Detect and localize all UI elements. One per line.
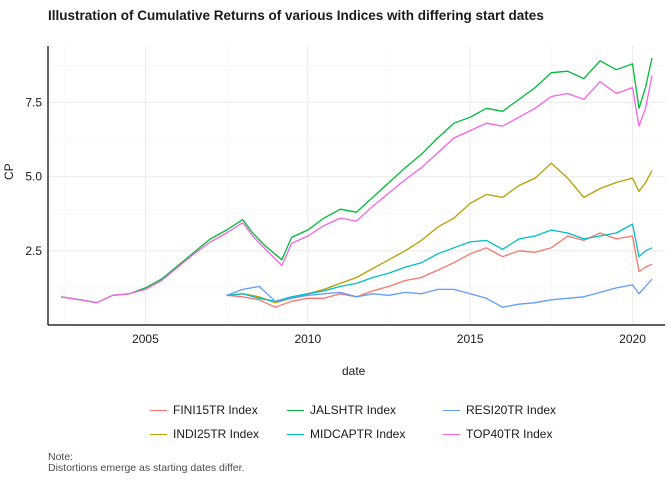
legend-item-midcaptr: MIDCAPTR Index [287, 427, 405, 441]
series-line-jalshtr-index [60, 57, 653, 304]
plot-area: 2005 2010 2015 2020 2.5 5.0 7.5 [25, 46, 665, 346]
note-text: Distortions emerge as starting dates dif… [48, 462, 245, 474]
legend-item-jalshtr: JALSHTR Index [287, 403, 396, 417]
note-heading: Note: [48, 451, 74, 463]
legend-swatch [150, 433, 167, 435]
legend-item-resi20tr: RESI20TR Index [443, 403, 556, 417]
legend-item-indi25tr: INDI25TR Index [150, 427, 259, 441]
x-tick-label: 2010 [294, 332, 321, 346]
y-tick-label: 5.0 [25, 170, 42, 184]
y-tick-label: 2.5 [25, 244, 42, 258]
legend-swatch [443, 409, 460, 411]
legend-swatch [287, 433, 304, 435]
series-line-resi20tr-index [226, 278, 653, 308]
series-line-top40tr-index [60, 75, 653, 304]
legend-label: RESI20TR Index [466, 403, 557, 417]
x-tick-label: 2005 [132, 332, 159, 346]
series-lines [60, 57, 653, 308]
legend-label: MIDCAPTR Index [310, 427, 406, 441]
x-tick-label: 2020 [619, 332, 646, 346]
axes: 2005 2010 2015 2020 2.5 5.0 7.5 [25, 46, 665, 346]
chart-note: Note: Distortions emerge as starting dat… [48, 452, 245, 474]
legend-item-fini15tr: FINI15TR Index [150, 403, 258, 417]
chart-title: Illustration of Cumulative Returns of va… [48, 8, 544, 23]
x-tick-label: 2015 [457, 332, 484, 346]
legend-swatch [443, 433, 460, 435]
legend-item-top40tr: TOP40TR Index [443, 427, 552, 441]
legend-label: JALSHTR Index [310, 403, 397, 417]
series-line-indi25tr-index [226, 162, 653, 304]
x-axis-label: date [342, 364, 366, 378]
legend-label: FINI15TR Index [173, 403, 258, 417]
legend-label: TOP40TR Index [466, 427, 553, 441]
grid-lines [48, 46, 665, 325]
legend-label: INDI25TR Index [173, 427, 260, 441]
y-tick-label: 7.5 [25, 95, 42, 109]
series-line-midcaptr-index [226, 223, 653, 302]
legend-swatch [150, 409, 167, 411]
legend-swatch [287, 409, 304, 411]
